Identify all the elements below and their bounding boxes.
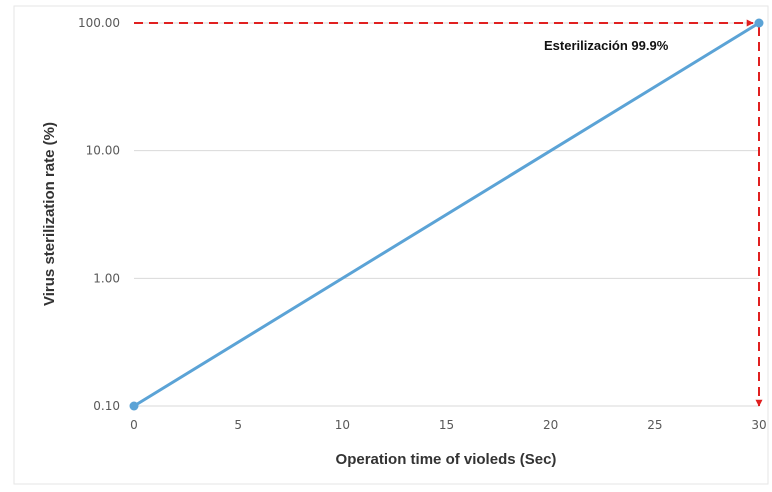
annotation-guides: [134, 19, 763, 407]
annotation-label: Esterilización 99.9%: [544, 38, 669, 53]
data-point: [129, 401, 139, 411]
x-tick-label: 20: [543, 418, 558, 432]
x-tick-label: 30: [751, 418, 766, 432]
y-tick-label: 100.00: [78, 16, 120, 30]
series-layer: [129, 18, 764, 411]
chart-frame: [13, 5, 769, 485]
x-tick-label: 15: [439, 418, 454, 432]
x-tick-labels: 0 5 10 15 20 25 30: [130, 418, 766, 432]
x-tick-label: 5: [234, 418, 242, 432]
y-tick-label: 1.00: [93, 271, 120, 285]
y-tick-labels: 0.10 1.00 10.00 100.00: [78, 16, 120, 413]
y-axis-title: Virus sterilization rate (%): [41, 122, 58, 306]
y-tick-label: 0.10: [93, 399, 120, 413]
y-tick-label: 10.00: [86, 144, 120, 158]
x-axis-title: Operation time of violeds (Sec): [336, 451, 557, 468]
series-line: [132, 21, 761, 408]
x-tick-label: 10: [335, 418, 350, 432]
gridlines: [134, 22, 759, 407]
x-tick-label: 25: [647, 418, 662, 432]
x-tick-label: 0: [130, 418, 138, 432]
data-point: [754, 18, 764, 28]
